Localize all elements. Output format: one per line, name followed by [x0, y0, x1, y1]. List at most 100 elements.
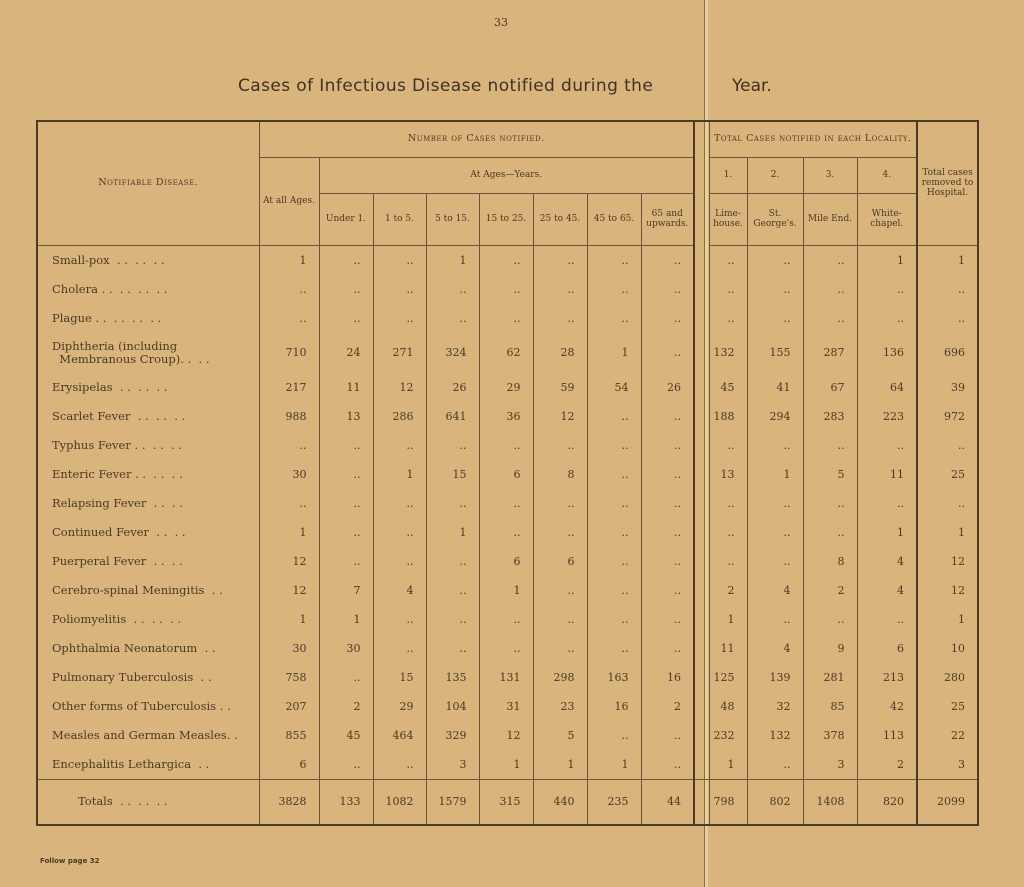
cell-value: .. [318, 749, 373, 779]
cell-value: 1 [478, 749, 533, 779]
cell-value: 287 [802, 332, 857, 373]
cell-value: 5 [532, 720, 587, 750]
cell-value: .. [372, 546, 426, 576]
column-gap [693, 332, 709, 373]
table-row: Measles and German Measles. . 855 45 464 329… [37, 720, 979, 750]
cell-value: 6 [856, 633, 918, 663]
column-gap [693, 459, 709, 489]
cell-value: 1 [856, 245, 918, 275]
cell-value: .. [640, 245, 694, 275]
table-row: Cholera . . . . . . . ..................… [37, 274, 979, 304]
cell-value: .. [372, 488, 426, 518]
cell-value: .. [586, 517, 641, 547]
cell-value: .. [318, 517, 373, 547]
cell-value: 132 [708, 332, 747, 373]
cell-value: .. [640, 604, 694, 634]
cell-value: .. [916, 430, 979, 460]
column-gap [693, 575, 709, 605]
cell-value: .. [532, 488, 587, 518]
cell-value: .. [640, 488, 694, 518]
disease-name: Cerebro-spinal Meningitis . . [52, 582, 223, 597]
cell-value: .. [856, 488, 918, 518]
totals-row: Totals . . . . . . 3828 133 1082 1579 315 440 2… [37, 778, 979, 825]
cell-value: 6 [478, 546, 533, 576]
column-gap [693, 401, 709, 431]
cell-value: 378 [802, 720, 857, 750]
cell-value: 26 [640, 372, 694, 402]
table-row: Other forms of Tuberculosis . . 207 2 29 104… [37, 691, 979, 721]
cell-value: 1 [916, 604, 979, 634]
cell-value: 30 [318, 633, 373, 663]
header-number-notified: Number of Cases notified. [258, 121, 694, 158]
disease-name: Totals . . . . . . [37, 778, 259, 825]
cell-value: 2 [318, 691, 373, 721]
cell-value: 133 [318, 778, 373, 825]
cell-value: 31 [478, 691, 533, 721]
disease-name: Relapsing Fever . . . . [52, 495, 183, 510]
cell-value: 280 [916, 662, 979, 692]
cell-value: 1 [916, 517, 979, 547]
cell-value: .. [372, 604, 426, 634]
cell-value: 12 [372, 372, 426, 402]
cell-value: .. [640, 401, 694, 431]
cell-value: 1 [532, 749, 587, 779]
cell-value: 12 [916, 575, 979, 605]
header-age-15-25: 15 to 25. [478, 193, 533, 246]
cell-value: .. [640, 720, 694, 750]
cell-value: .. [425, 303, 479, 333]
column-gap [693, 517, 709, 547]
cell-value: 1 [258, 517, 319, 547]
cell-value: .. [916, 274, 979, 304]
cell-value: .. [318, 430, 373, 460]
cell-value: 132 [746, 720, 803, 750]
cell-value: 54 [586, 372, 641, 402]
header-age-under-1: Under 1. [318, 193, 373, 246]
header-age-45-65: 45 to 65. [586, 193, 641, 246]
cell-value: 1579 [425, 778, 479, 825]
table-row: Typhus Fever . . . . . .................… [37, 430, 979, 460]
cell-value: .. [640, 575, 694, 605]
cell-value: 5 [802, 459, 857, 489]
cell-value: .. [372, 303, 426, 333]
cell-value: 12 [532, 401, 587, 431]
cell-value: 29 [372, 691, 426, 721]
cell-value: 1 [856, 517, 918, 547]
cell-value: .. [258, 488, 319, 518]
cell-value: .. [478, 517, 533, 547]
cell-value: 213 [856, 662, 918, 692]
cell-value: .. [856, 604, 918, 634]
cell-value: .. [640, 430, 694, 460]
cell-value: 11 [708, 633, 747, 663]
cell-value: .. [425, 575, 479, 605]
column-gap [693, 245, 709, 275]
cell-value: 223 [856, 401, 918, 431]
cell-value: .. [532, 517, 587, 547]
cell-value: 131 [478, 662, 533, 692]
cell-value: 136 [856, 332, 918, 373]
column-gap [693, 749, 709, 779]
cell-value: .. [532, 274, 587, 304]
cell-value: .. [746, 488, 803, 518]
column-gap [693, 546, 709, 576]
cell-value: 758 [258, 662, 319, 692]
disease-name: Puerperal Fever . . . . [52, 553, 183, 568]
disease-name: Cholera . . . . . . . . [52, 281, 168, 296]
cell-value: 104 [425, 691, 479, 721]
header-age-5-15: 5 to 15. [425, 193, 479, 246]
cell-value: 710 [258, 332, 319, 373]
header-age-65-up: 65 and upwards. [640, 193, 694, 246]
column-gap [693, 604, 709, 634]
cell-value: 15 [372, 662, 426, 692]
cell-value: 10 [916, 633, 979, 663]
cell-value: 1 [478, 575, 533, 605]
table-row: Relapsing Fever . . . ..................… [37, 488, 979, 518]
cell-value: 298 [532, 662, 587, 692]
cell-value: 696 [916, 332, 979, 373]
header-locality-1: 1. [708, 157, 747, 194]
cell-value: .. [425, 430, 479, 460]
cell-value: 1082 [372, 778, 426, 825]
header-st-georges: St. George's. [746, 193, 803, 246]
cell-value: 294 [746, 401, 803, 431]
page-title: Cases of Infectious Disease notified dur… [238, 76, 654, 96]
cell-value: 12 [258, 546, 319, 576]
